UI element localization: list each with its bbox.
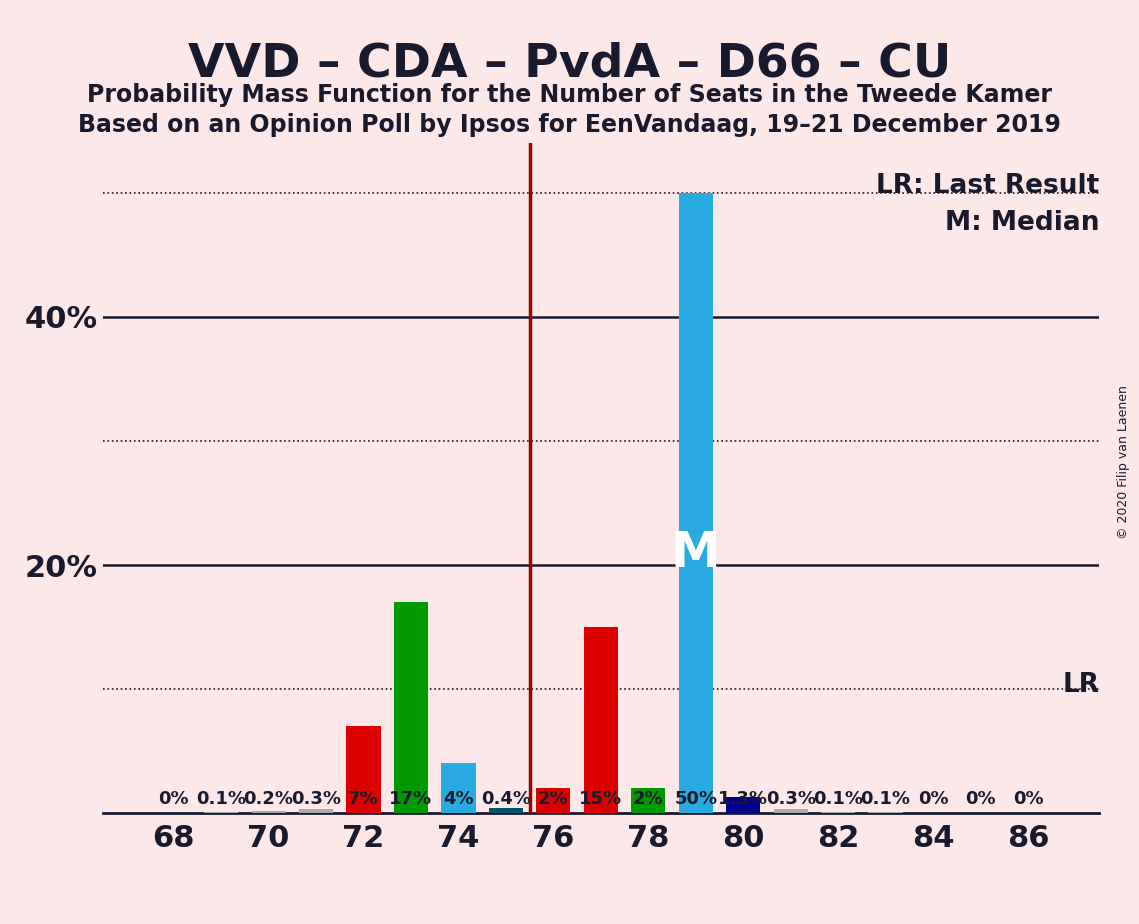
Text: 1.3%: 1.3% (719, 790, 768, 808)
Text: LR: Last Result: LR: Last Result (876, 174, 1099, 200)
Text: 17%: 17% (390, 790, 433, 808)
Bar (583, 627, 617, 813)
Bar (441, 763, 475, 813)
Text: M: Median: M: Median (944, 211, 1099, 237)
Text: LR: LR (1063, 673, 1099, 699)
Text: 0%: 0% (158, 790, 189, 808)
Text: 4%: 4% (443, 790, 474, 808)
Text: 15%: 15% (580, 790, 622, 808)
Text: VVD – CDA – PvdA – D66 – CU: VVD – CDA – PvdA – D66 – CU (188, 42, 951, 87)
Text: 0.1%: 0.1% (813, 790, 863, 808)
Bar (346, 726, 380, 813)
Bar (536, 788, 571, 813)
Text: 50%: 50% (674, 790, 718, 808)
Bar (204, 812, 238, 813)
Text: 0.2%: 0.2% (244, 790, 294, 808)
Bar (821, 812, 855, 813)
Bar (394, 602, 428, 813)
Text: 2%: 2% (538, 790, 568, 808)
Text: M: M (671, 529, 721, 577)
Text: 0%: 0% (918, 790, 949, 808)
Text: 2%: 2% (633, 790, 664, 808)
Bar (298, 809, 333, 813)
Text: © 2020 Filip van Laenen: © 2020 Filip van Laenen (1117, 385, 1130, 539)
Bar (679, 193, 713, 813)
Bar (868, 812, 902, 813)
Text: 0.4%: 0.4% (481, 790, 531, 808)
Bar (252, 810, 286, 813)
Text: Probability Mass Function for the Number of Seats in the Tweede Kamer: Probability Mass Function for the Number… (87, 83, 1052, 107)
Text: 0.3%: 0.3% (292, 790, 341, 808)
Text: 7%: 7% (349, 790, 379, 808)
Text: 0%: 0% (1013, 790, 1043, 808)
Text: 0.3%: 0.3% (765, 790, 816, 808)
Bar (773, 809, 808, 813)
Text: 0%: 0% (965, 790, 995, 808)
Bar (726, 797, 760, 813)
Text: Based on an Opinion Poll by Ipsos for EenVandaag, 19–21 December 2019: Based on an Opinion Poll by Ipsos for Ee… (79, 113, 1060, 137)
Text: 0.1%: 0.1% (196, 790, 246, 808)
Text: 0.1%: 0.1% (861, 790, 910, 808)
Bar (489, 808, 523, 813)
Bar (631, 788, 665, 813)
